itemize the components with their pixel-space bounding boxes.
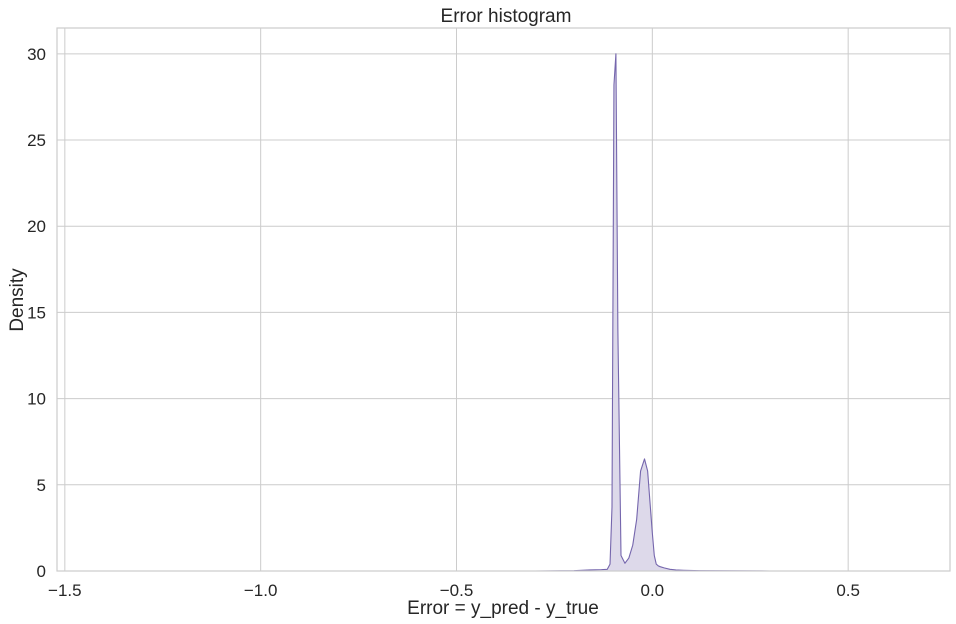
x-tick-labels: −1.5 −1.0 −0.5 0.0 0.5 bbox=[48, 581, 860, 600]
chart-title: Error histogram bbox=[441, 6, 572, 27]
y-tick-label: 15 bbox=[27, 303, 46, 322]
x-tick-label: 0.5 bbox=[836, 581, 860, 600]
density-area bbox=[64, 53, 927, 572]
grid bbox=[57, 28, 950, 572]
y-tick-label: 25 bbox=[27, 131, 46, 150]
x-tick-label: 0.0 bbox=[641, 581, 665, 600]
x-tick-label: −1.0 bbox=[244, 581, 278, 600]
x-axis-label: Error = y_pred - y_true bbox=[407, 598, 599, 619]
x-tick-label: −0.5 bbox=[440, 581, 474, 600]
y-tick-label: 20 bbox=[27, 217, 46, 236]
y-axis-label: Density bbox=[7, 268, 28, 332]
y-tick-labels: 0 5 10 15 20 25 30 bbox=[27, 45, 46, 581]
plot-frame bbox=[56, 27, 951, 572]
density-line bbox=[64, 53, 927, 572]
y-tick-label: 30 bbox=[27, 45, 46, 64]
y-tick-label: 10 bbox=[27, 390, 46, 409]
y-tick-label: 0 bbox=[37, 562, 46, 581]
x-tick-label: −1.5 bbox=[48, 581, 82, 600]
y-tick-label: 5 bbox=[37, 476, 46, 495]
